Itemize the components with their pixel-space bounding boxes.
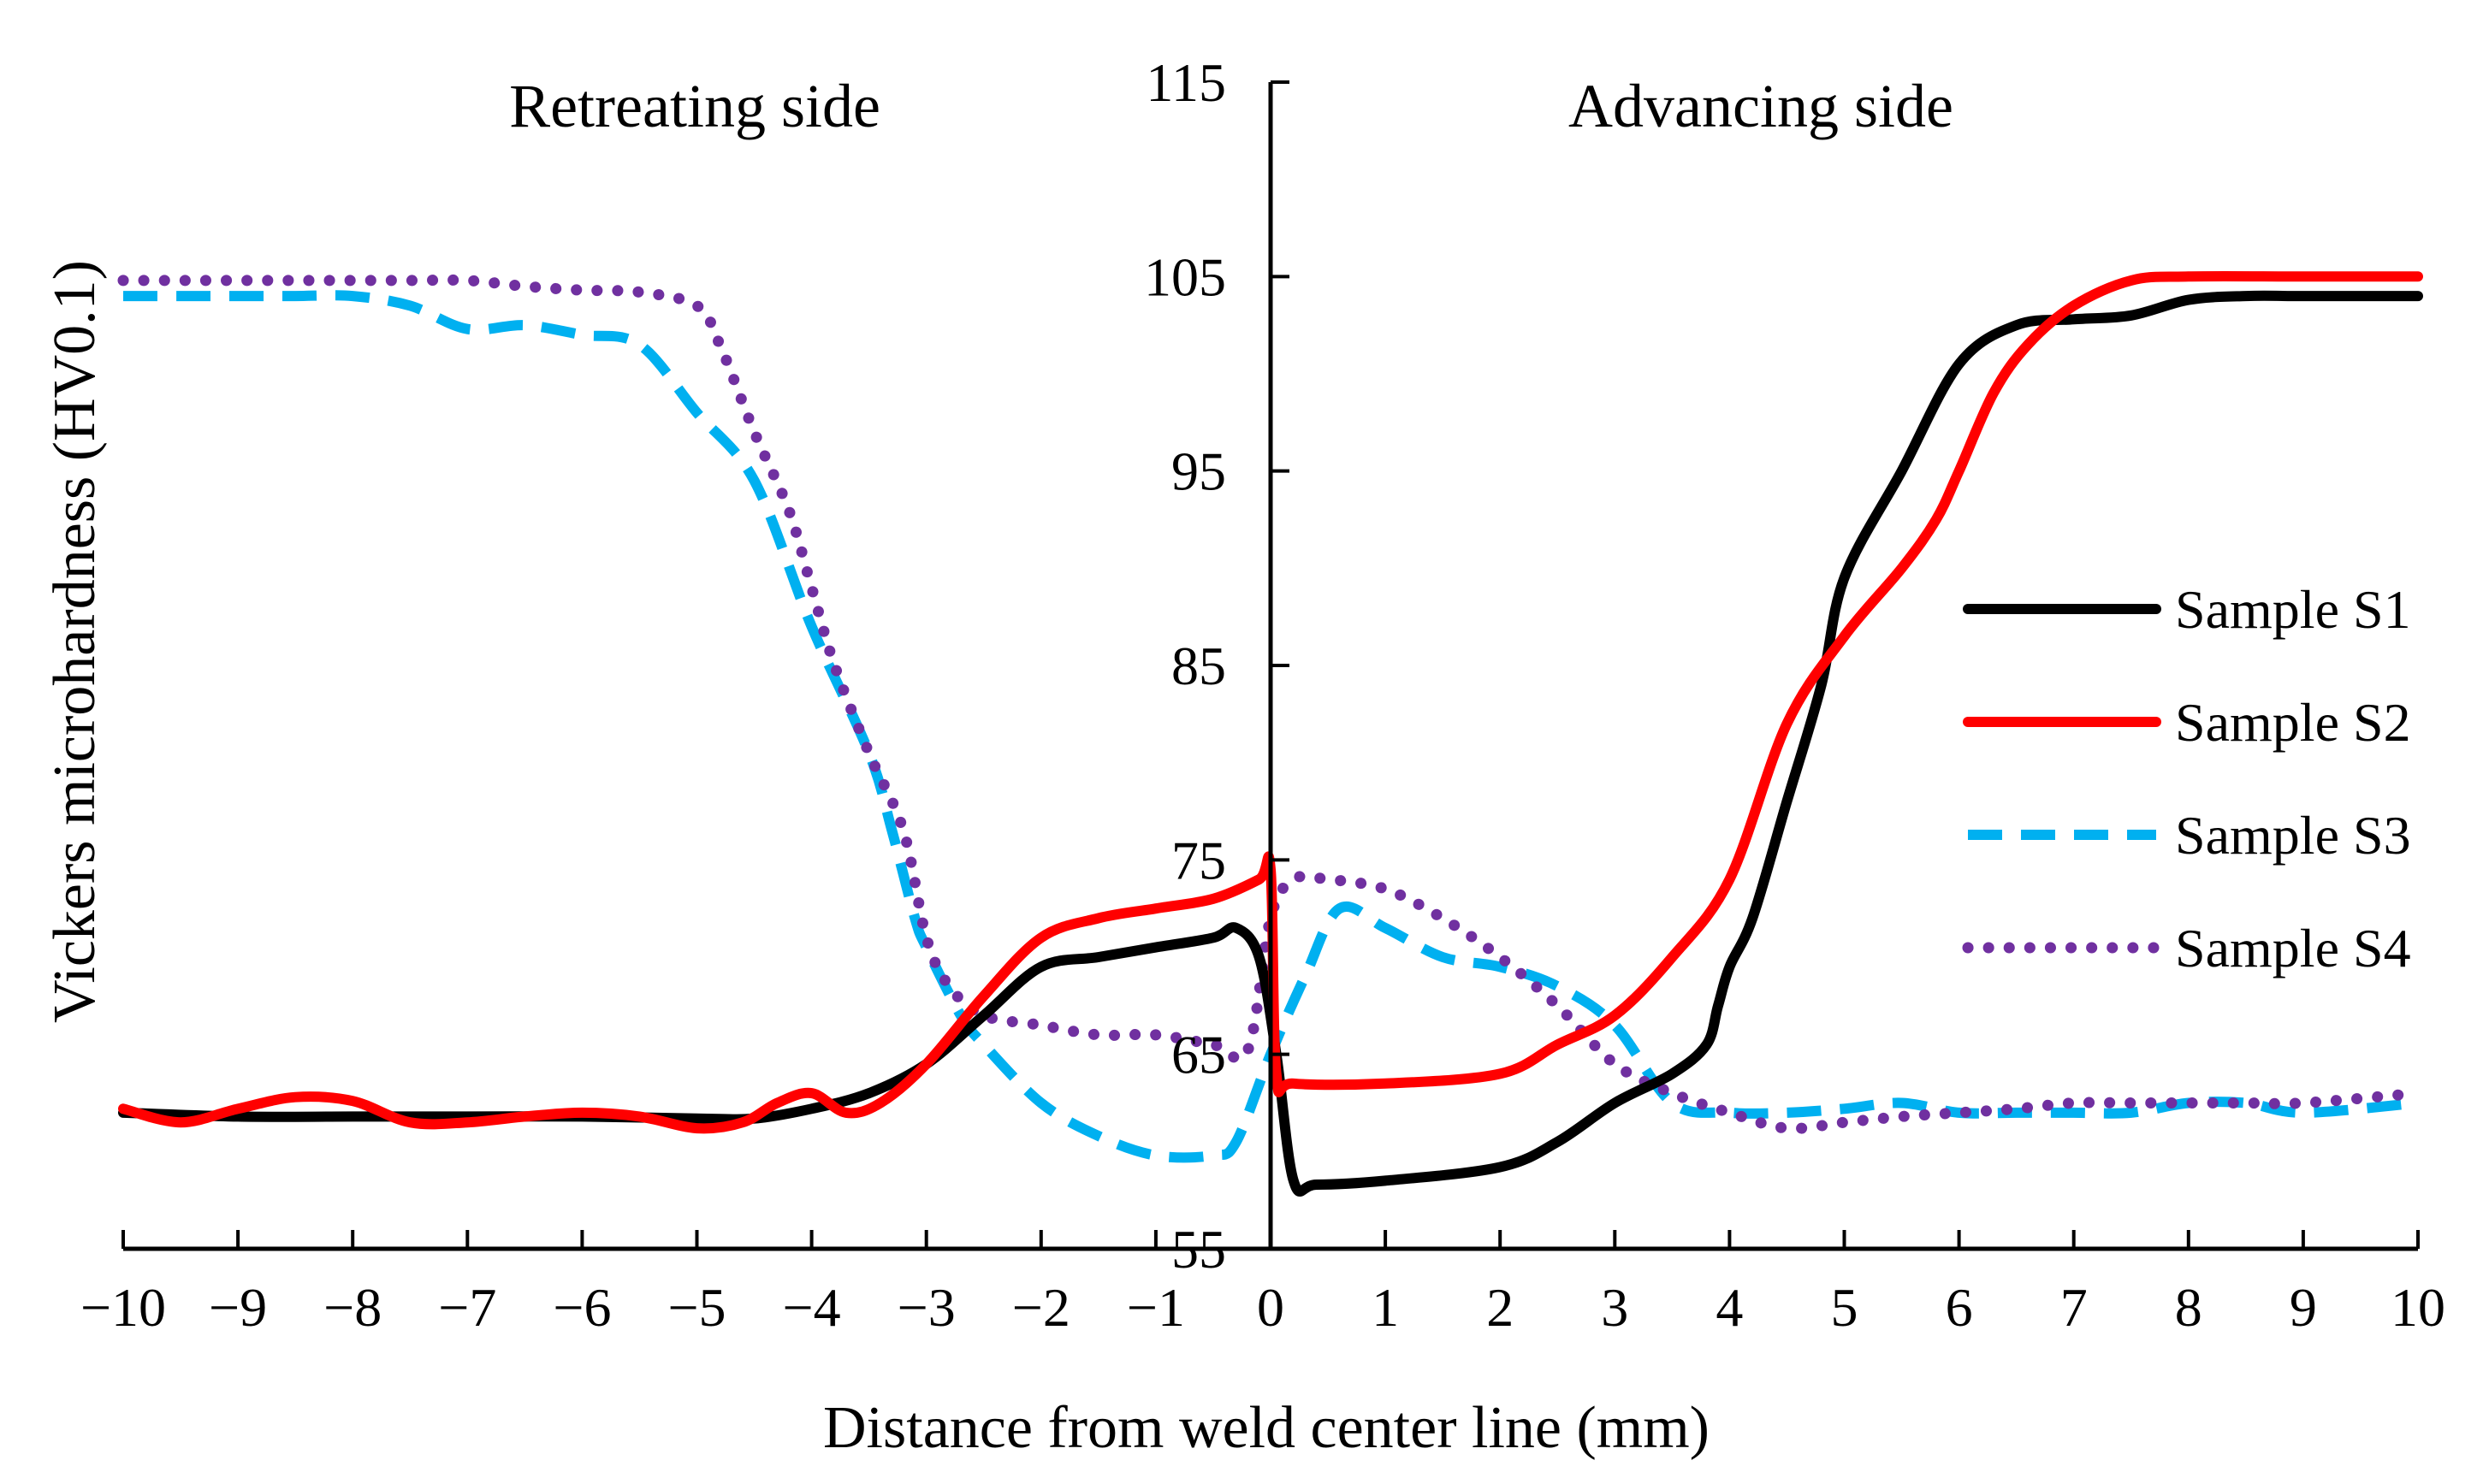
x-tick-label: 2 [1486,1277,1514,1338]
legend: Sample S1 Sample S2 Sample S3 Sample S4 [1962,579,2411,978]
x-axis-title: Distance from weld center line (mm) [823,1395,1710,1461]
x-tick-label: 0 [1257,1277,1284,1338]
y-ticks: 55 65 75 85 95 105 115 [1144,52,1289,1280]
x-tick-label: 7 [2060,1277,2088,1338]
y-tick-label: 75 [1171,830,1226,890]
x-tick-label: −2 [1012,1277,1070,1338]
y-tick-label: 85 [1171,636,1226,696]
x-tick-label: −9 [209,1277,267,1338]
x-tick-label: 9 [2290,1277,2317,1338]
x-tick-label: −4 [783,1277,841,1338]
x-tick-label: 8 [2175,1277,2202,1338]
x-tick-label: 10 [2391,1277,2445,1338]
legend-label: Sample S4 [2175,918,2411,978]
legend-label: Sample S3 [2175,805,2411,866]
x-tick-label: −5 [667,1277,726,1338]
x-tick-label: 6 [1946,1277,1973,1338]
x-tick-label: −7 [438,1277,496,1338]
y-tick-label: 65 [1171,1025,1226,1085]
y-tick-label: 55 [1171,1219,1226,1280]
y-tick-label: 95 [1171,441,1226,502]
y-tick-label: 115 [1146,52,1226,113]
y-tick-label: 105 [1144,246,1226,307]
x-tick-label: −3 [898,1277,956,1338]
x-tick-label: −1 [1127,1277,1185,1338]
series-line-sample-s3 [123,290,2419,1163]
advancing-side-label: Advancing side [1568,72,1953,140]
x-tick-label: −10 [80,1277,166,1338]
y-axis-title: Vickers microhardness (HV0.1) [42,260,108,1023]
x-tick-label: 1 [1372,1277,1399,1338]
x-tick-label: 4 [1716,1277,1743,1338]
series-line-sample-s4 [117,274,2424,1134]
series-layer [117,270,2424,1197]
x-tick-label: −6 [553,1277,611,1338]
legend-label: Sample S2 [2175,692,2411,753]
retreating-side-label: Retreating side [509,72,880,140]
x-tick-label: 5 [1831,1277,1858,1338]
x-ticks: −10 −9 −8 −7 −6 −5 −4 −3 −2 −1 0 1 2 3 4 5 6 7 8 9 10 [80,1230,2445,1338]
x-tick-label: −8 [323,1277,382,1338]
x-tick-label: 3 [1601,1277,1628,1338]
legend-label: Sample S1 [2175,579,2411,640]
